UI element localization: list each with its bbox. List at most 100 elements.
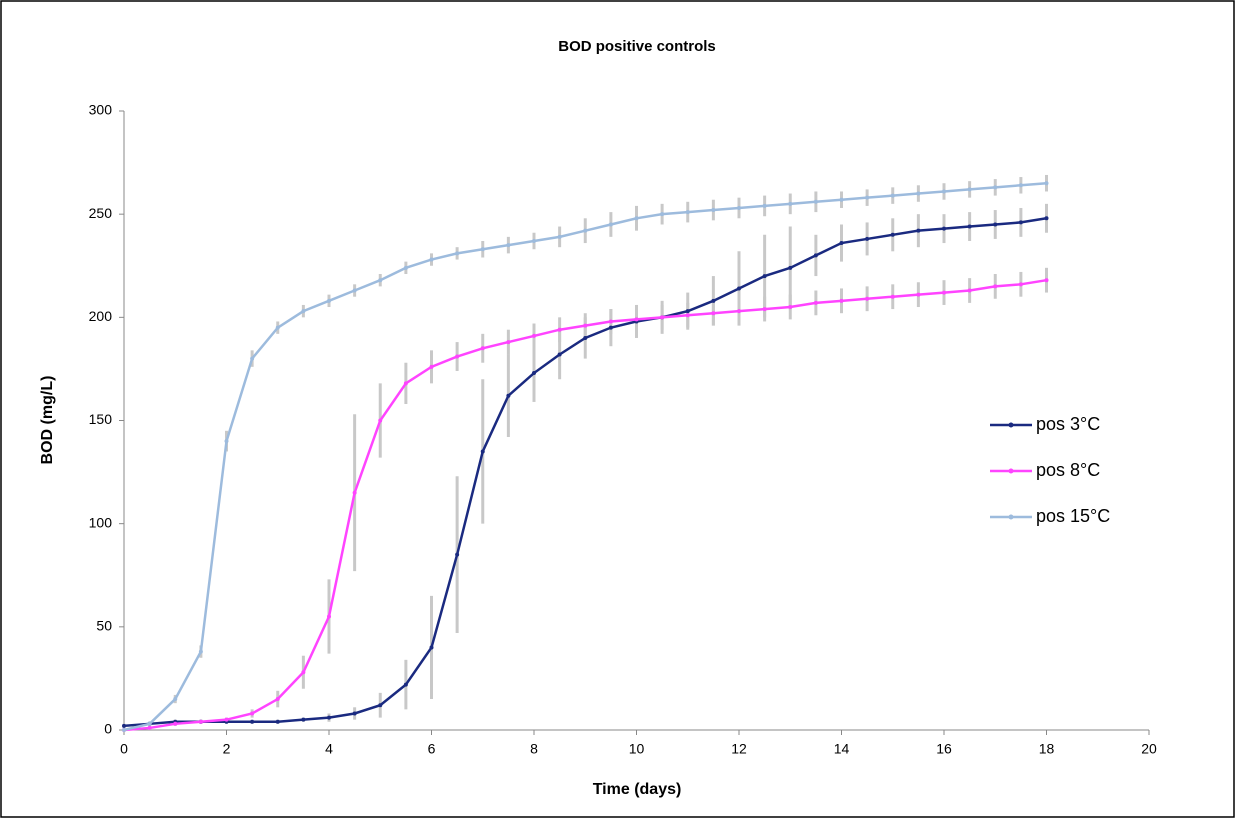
point [967,288,972,293]
legend-label: pos 8°C [1036,460,1100,480]
point [762,203,767,208]
point [583,335,588,340]
point [993,222,998,227]
point [429,645,434,650]
point [173,697,178,702]
point [711,298,716,303]
point [916,191,921,196]
legend-label: pos 15°C [1036,506,1110,526]
y-tick-label: 150 [89,411,113,427]
point [250,356,255,361]
point [275,719,280,724]
point [839,298,844,303]
point [916,292,921,297]
point [813,199,818,204]
point [737,205,741,210]
y-tick-label: 100 [89,514,113,530]
point [711,208,716,213]
point [557,327,562,332]
point [378,278,383,283]
point [890,232,895,237]
point [916,228,921,233]
y-tick-label: 0 [104,721,112,737]
point [173,721,178,726]
point [532,238,536,243]
x-tick-label: 10 [629,741,645,757]
point [583,323,588,328]
point [403,265,408,270]
y-tick-label: 50 [96,618,112,634]
point [583,228,588,233]
point [480,247,485,252]
point [557,234,562,239]
point [147,725,152,730]
x-tick-label: 8 [530,741,538,757]
point [301,670,306,675]
point [1044,216,1049,221]
point [506,243,511,248]
point [890,193,895,198]
point [378,703,383,708]
point [327,715,331,720]
x-axis-label: Time (days) [593,781,682,798]
point [890,294,895,299]
point [608,222,613,227]
point [224,439,229,444]
x-tick-label: 4 [325,741,333,757]
x-tick-label: 0 [120,741,128,757]
point [122,723,126,728]
legend-label: pos 3°C [1036,414,1100,434]
x-tick-label: 12 [731,741,747,757]
point [788,305,793,310]
point [532,371,536,376]
point [352,711,357,716]
point [480,346,485,351]
legend-marker [1008,422,1014,428]
point [737,286,741,291]
point [865,296,870,301]
point [865,195,870,200]
point [352,490,357,495]
point [198,649,203,654]
point [1018,282,1023,287]
point [250,719,255,724]
point [762,307,767,312]
point [275,697,280,702]
x-tick-label: 20 [1141,741,1157,757]
point [660,315,665,320]
point [403,682,408,687]
point [455,552,460,557]
point [147,721,152,726]
point [122,728,126,732]
x-tick-label: 18 [1039,741,1055,757]
point [685,313,690,318]
point [429,364,434,369]
point [608,325,613,330]
point [301,309,306,314]
point [608,319,613,324]
point [711,311,716,316]
point [1044,181,1049,186]
point [403,381,408,386]
point [634,216,639,221]
point [660,212,665,217]
point [378,418,383,423]
point [275,325,280,330]
point [839,197,844,202]
y-tick-label: 300 [89,102,113,118]
point [737,309,741,314]
y-axis-label: BOD (mg/L) [39,376,56,465]
point [301,717,306,722]
point [455,251,460,256]
x-tick-label: 6 [428,741,436,757]
point [506,393,511,398]
point [506,340,511,345]
point [250,711,255,716]
y-tick-label: 200 [89,308,113,324]
point [942,290,946,295]
point [788,201,793,206]
point [1018,183,1023,188]
point [429,257,434,262]
